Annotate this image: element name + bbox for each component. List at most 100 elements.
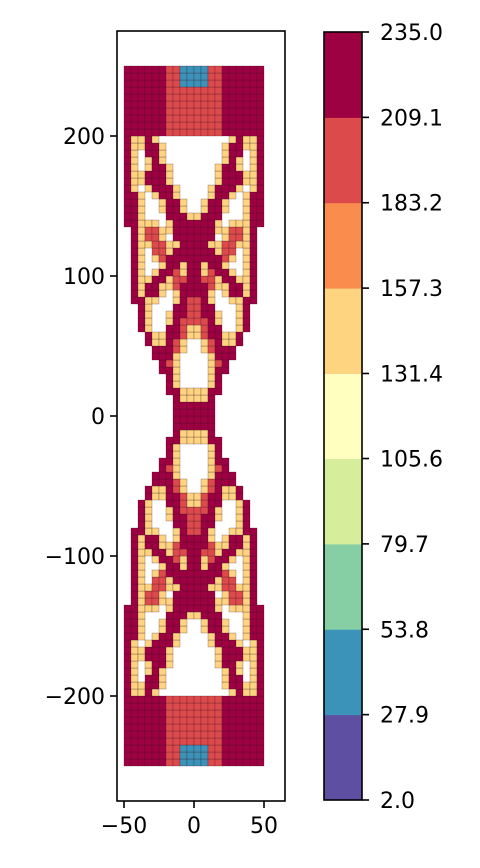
mesh-cell	[172, 422, 181, 431]
mesh-cell	[186, 702, 195, 711]
mesh-cell	[193, 527, 202, 536]
mesh-cell	[193, 611, 202, 620]
mesh-cell	[193, 695, 202, 704]
mesh-cell	[172, 380, 181, 389]
mesh-cell	[228, 282, 237, 291]
mesh-cell	[186, 611, 195, 620]
mesh-cell	[193, 569, 202, 578]
mesh-cell	[165, 261, 174, 270]
mesh-cell	[179, 261, 188, 270]
mesh-cell	[214, 219, 223, 228]
mesh-cell	[186, 226, 195, 235]
mesh-cell	[193, 744, 202, 753]
mesh-cell	[207, 744, 216, 753]
mesh-cell	[207, 114, 216, 123]
mesh-cell	[207, 492, 216, 501]
mesh-cell	[172, 394, 181, 403]
mesh-cell	[172, 86, 181, 95]
mesh-cell	[242, 296, 251, 305]
y-tick-label: −200	[45, 685, 105, 710]
mesh-cell	[158, 758, 167, 767]
mesh-cell	[193, 555, 202, 564]
mesh-cell	[221, 618, 230, 627]
mesh-cell	[207, 513, 216, 522]
mesh-cell	[186, 107, 195, 116]
mesh-cell	[256, 695, 265, 704]
mesh-cell	[249, 163, 258, 172]
mesh-cell	[207, 380, 216, 389]
mesh-cell	[249, 233, 258, 242]
mesh-cell	[186, 86, 195, 95]
mesh-cell	[214, 513, 223, 522]
mesh-cell	[221, 366, 230, 375]
mesh-cell	[137, 261, 146, 270]
mesh-cell	[179, 415, 188, 424]
mesh-cell	[193, 394, 202, 403]
mesh-cell	[144, 72, 153, 81]
mesh-cell	[151, 226, 160, 235]
mesh-cell	[193, 233, 202, 242]
mesh-cell	[165, 653, 174, 662]
mesh-cell	[214, 464, 223, 473]
mesh-cell	[137, 569, 146, 578]
mesh-cell	[207, 331, 216, 340]
mesh-cell	[207, 436, 216, 445]
mesh-cell	[207, 534, 216, 543]
mesh-cell	[200, 758, 209, 767]
mesh-cell	[165, 268, 174, 277]
mesh-cell	[137, 247, 146, 256]
mesh-cell	[158, 114, 167, 123]
mesh-cell	[158, 352, 167, 361]
mesh-cell	[158, 583, 167, 592]
mesh-cell	[214, 261, 223, 270]
mesh-cell	[242, 93, 251, 102]
mesh-cell	[123, 730, 132, 739]
mesh-cell	[221, 709, 230, 718]
mesh-cell	[207, 583, 216, 592]
mesh-cell	[242, 212, 251, 221]
mesh-cell	[137, 212, 146, 221]
mesh-cell	[165, 464, 174, 473]
mesh-cell	[165, 744, 174, 753]
mesh-cell	[130, 590, 139, 599]
mesh-cell	[130, 156, 139, 165]
mesh-cell	[214, 548, 223, 557]
mesh-cell	[158, 541, 167, 550]
mesh-cell	[221, 590, 230, 599]
mesh-cell	[137, 723, 146, 732]
mesh-cell	[207, 429, 216, 438]
mesh-cell	[228, 744, 237, 753]
mesh-cell	[235, 604, 244, 613]
mesh-cell	[172, 548, 181, 557]
mesh-cell	[214, 254, 223, 263]
mesh-cell	[193, 737, 202, 746]
mesh-cell	[130, 583, 139, 592]
mesh-cell	[214, 751, 223, 760]
mesh-cell	[214, 604, 223, 613]
mesh-cell	[179, 387, 188, 396]
mesh-cell	[151, 121, 160, 130]
mesh-cell	[200, 436, 209, 445]
mesh-cell	[249, 730, 258, 739]
mesh-cell	[151, 233, 160, 242]
mesh-cell	[242, 191, 251, 200]
x-tick-label: 0	[187, 814, 201, 839]
mesh-cell	[172, 401, 181, 410]
mesh-cell	[214, 499, 223, 508]
mesh-cell	[172, 226, 181, 235]
mesh-cell	[256, 702, 265, 711]
mesh-cell	[144, 156, 153, 165]
mesh-cell	[228, 331, 237, 340]
mesh-cell	[137, 695, 146, 704]
mesh-cell	[221, 191, 230, 200]
mesh-cell	[165, 569, 174, 578]
mesh-cell	[193, 296, 202, 305]
mesh-cell	[165, 555, 174, 564]
mesh-cell	[228, 471, 237, 480]
mesh-cell	[130, 611, 139, 620]
mesh-cell	[242, 240, 251, 249]
mesh-cell	[193, 324, 202, 333]
mesh-cell	[242, 737, 251, 746]
mesh-cell	[193, 247, 202, 256]
mesh-cell	[179, 590, 188, 599]
